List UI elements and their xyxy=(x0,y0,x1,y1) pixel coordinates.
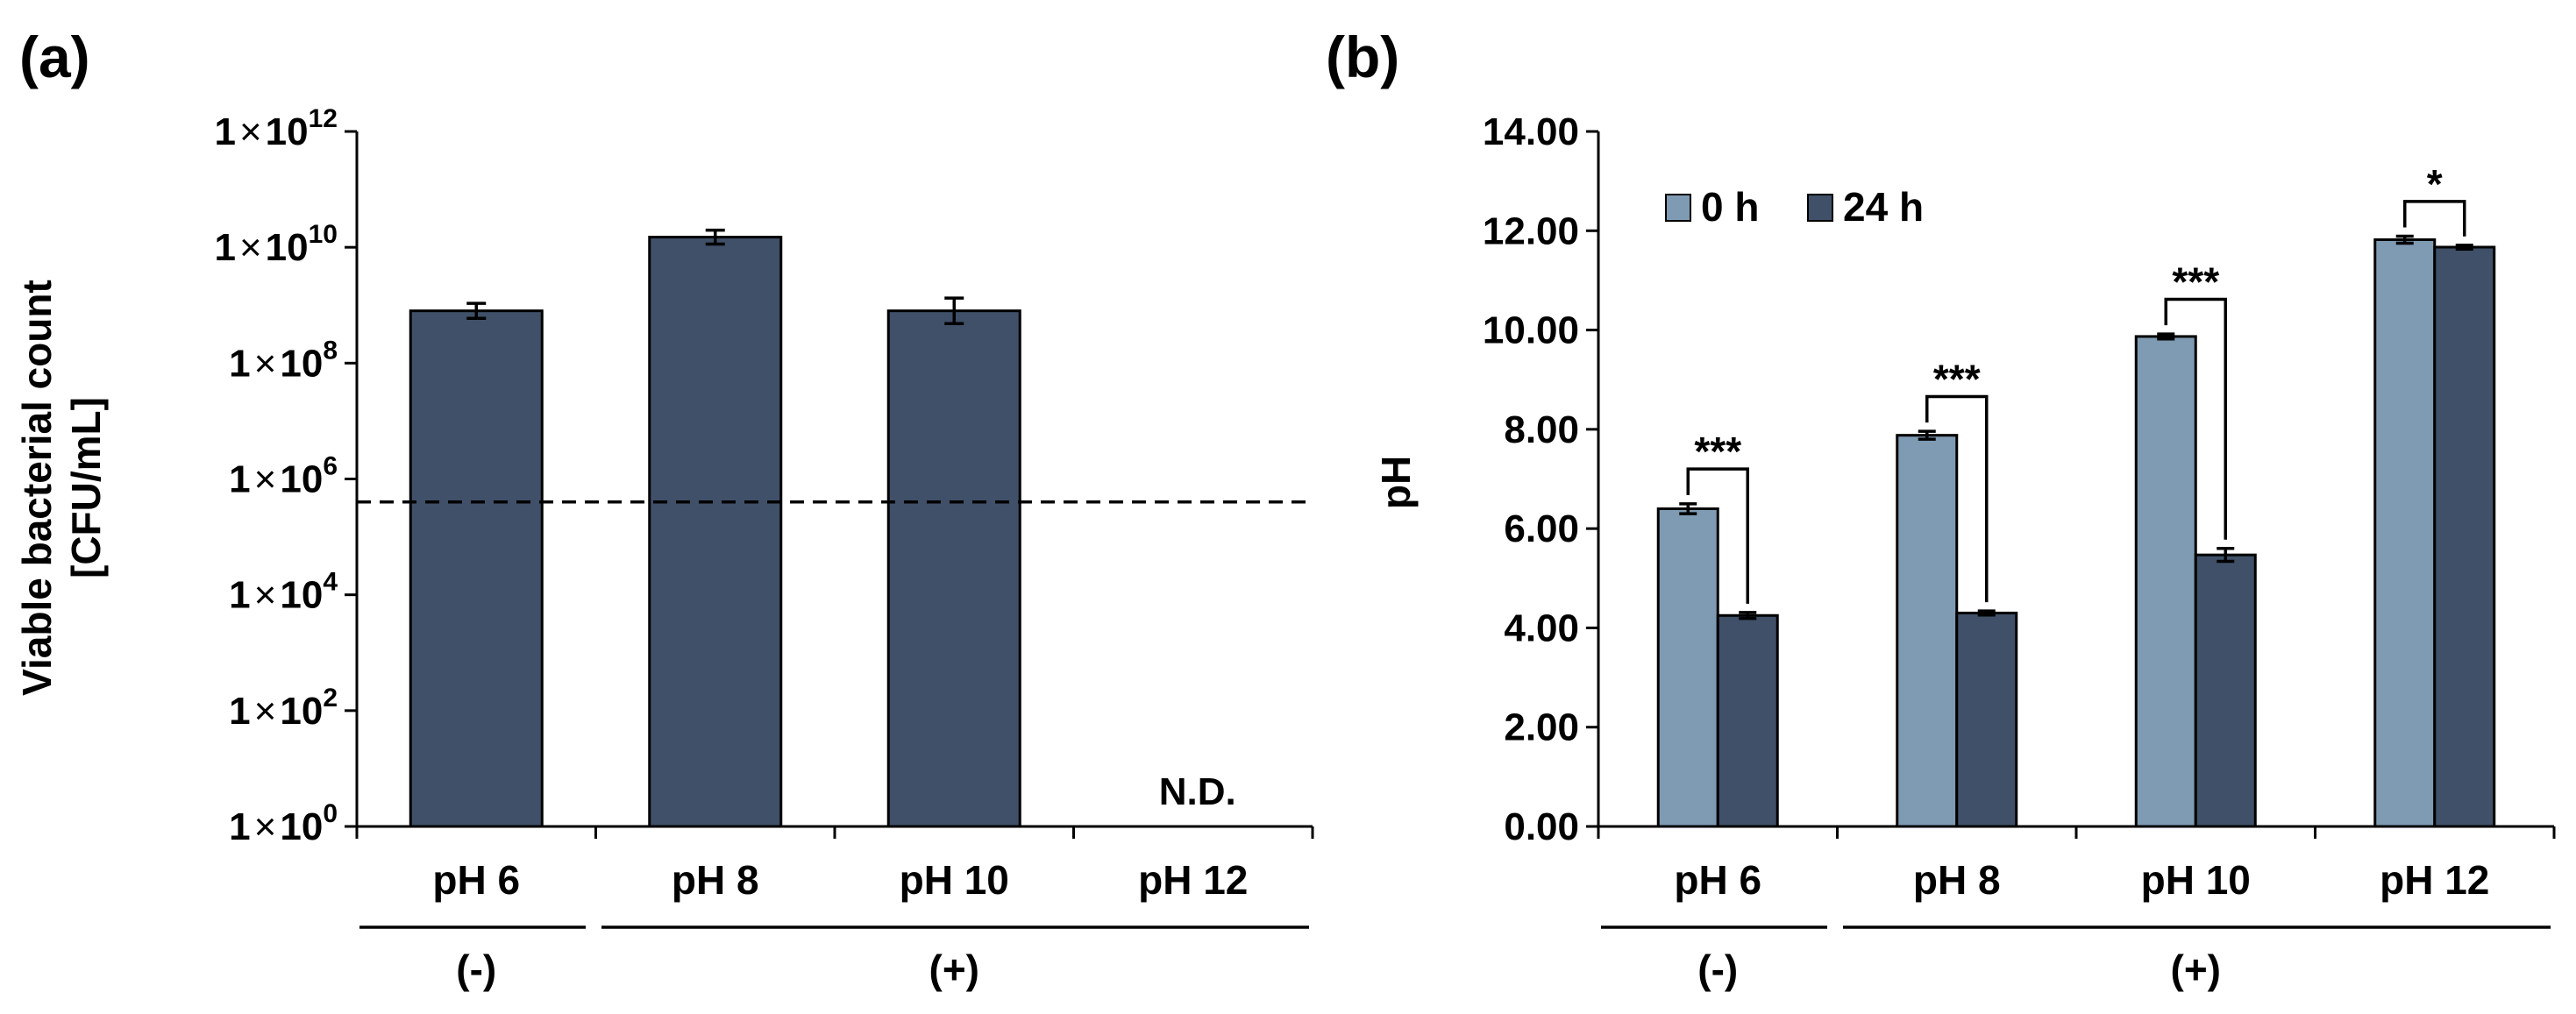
significance-label: *** xyxy=(2172,259,2219,304)
panel-a: (a)1×1001×1021×1041×1061×1081×10101×1012… xyxy=(14,25,1314,992)
bar xyxy=(1896,434,1959,828)
legend-swatch xyxy=(1807,194,1833,222)
group-label: (+) xyxy=(2171,947,2222,992)
y-tick-base: 10 xyxy=(280,805,323,848)
y-tick-exponent: 8 xyxy=(323,336,338,365)
y-tick-mantissa: 1 xyxy=(229,690,250,733)
y-tick-mantissa: 1 xyxy=(214,110,235,153)
y-tick-times: × xyxy=(254,805,277,848)
y-tick-label: 1×108 xyxy=(229,336,338,385)
y-tick-times: × xyxy=(254,574,277,617)
y-tick-label: 1×1010 xyxy=(214,220,338,269)
y-tick-mantissa: 1 xyxy=(229,342,250,385)
y-tick-label: 2.00 xyxy=(1504,706,1579,749)
y-tick-times: × xyxy=(254,458,277,501)
x-tick-label: pH 12 xyxy=(1138,857,1248,903)
nd-annotation: N.D. xyxy=(1159,770,1236,813)
significance-bracket xyxy=(2403,200,2466,237)
y-tick-label: 0.00 xyxy=(1504,805,1579,848)
y-tick-label: 10.00 xyxy=(1483,309,1579,352)
x-tick-label: pH 10 xyxy=(900,857,1009,903)
x-tick-label: pH 6 xyxy=(432,857,520,903)
y-tick-base: 10 xyxy=(266,110,309,153)
y-tick-label: 14.00 xyxy=(1483,110,1579,153)
y-tick-exponent: 6 xyxy=(323,452,338,481)
significance-label: *** xyxy=(1694,429,1741,474)
y-axis-label: pH xyxy=(1373,456,1419,509)
y-tick-times: × xyxy=(239,226,262,269)
panel-label: (b) xyxy=(1326,25,1399,89)
y-tick-label: 4.00 xyxy=(1504,606,1579,649)
y-tick-label: 1×102 xyxy=(229,684,338,733)
y-tick-exponent: 10 xyxy=(309,220,338,249)
y-tick-label: 1×106 xyxy=(229,452,338,501)
group-label: (-) xyxy=(456,947,496,992)
bar xyxy=(1716,613,1779,828)
x-tick-label: pH 12 xyxy=(2380,857,2489,903)
y-tick-base: 10 xyxy=(280,690,323,733)
legend: 0 h 24 h xyxy=(1665,184,1924,230)
y-tick-exponent: 4 xyxy=(323,568,338,597)
bar xyxy=(886,309,1021,828)
x-tick-label: pH 8 xyxy=(1913,857,2001,903)
significance-bracket xyxy=(1925,394,1989,603)
significance-label: * xyxy=(2427,161,2443,207)
significance-bracket xyxy=(2164,297,2227,540)
significance-label: *** xyxy=(1933,356,1981,401)
x-tick-label: pH 8 xyxy=(672,857,759,903)
y-tick-base: 10 xyxy=(280,458,323,501)
bar xyxy=(1656,507,1719,828)
y-tick-mantissa: 1 xyxy=(229,805,250,848)
y-tick-exponent: 2 xyxy=(323,684,338,713)
y-tick-label: 12.00 xyxy=(1483,209,1579,252)
y-tick-mantissa: 1 xyxy=(229,458,250,501)
bar xyxy=(409,309,544,828)
y-axis-label: Viable bacterial count[CFU/mL] xyxy=(14,280,109,696)
bar xyxy=(2194,553,2257,828)
y-tick-mantissa: 1 xyxy=(214,226,235,269)
y-tick-times: × xyxy=(239,110,262,153)
y-tick-base: 10 xyxy=(280,574,323,617)
bar xyxy=(2433,245,2496,828)
group-label: (+) xyxy=(929,947,980,992)
panel-b: (b) 0.00 2.00 4.00 6.00 8.00 10.00 12.00 14.00 pH… xyxy=(1326,25,2556,992)
bar xyxy=(2373,238,2437,828)
y-axis-label-line-2: [CFU/mL] xyxy=(63,397,109,578)
legend-swatch xyxy=(1665,194,1691,222)
y-tick-times: × xyxy=(254,690,277,733)
y-tick-exponent: 0 xyxy=(323,799,338,828)
y-tick-label: 1×104 xyxy=(229,568,338,617)
y-tick-label: 6.00 xyxy=(1504,507,1579,550)
x-tick-label: pH 10 xyxy=(2141,857,2251,903)
y-tick-label: 1×1012 xyxy=(214,104,338,153)
legend-label: 24 h xyxy=(1843,184,1924,230)
bar xyxy=(1955,611,2018,828)
y-tick-times: × xyxy=(254,342,277,385)
y-tick-label: 8.00 xyxy=(1504,408,1579,451)
y-tick-base: 10 xyxy=(266,226,309,269)
x-tick-label: pH 6 xyxy=(1674,857,1761,903)
bar xyxy=(648,236,783,828)
y-tick-exponent: 12 xyxy=(309,104,338,133)
y-tick-base: 10 xyxy=(280,342,323,385)
y-tick-mantissa: 1 xyxy=(229,574,250,617)
panel-label: (a) xyxy=(19,25,90,89)
legend-label: 0 h xyxy=(1701,184,1759,230)
y-axis-label-line-1: Viable bacterial count xyxy=(14,280,60,696)
significance-bracket xyxy=(1686,467,1749,604)
y-tick-label: 1×100 xyxy=(229,799,338,848)
group-label: (-) xyxy=(1697,947,1738,992)
bar xyxy=(2134,335,2197,828)
